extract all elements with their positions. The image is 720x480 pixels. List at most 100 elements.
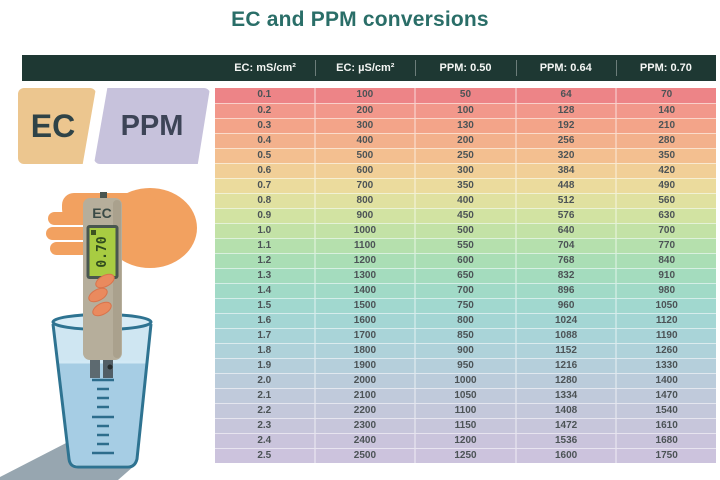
table-cell: 1472 [514, 419, 616, 433]
table-cell: 1300 [313, 269, 415, 283]
table-cell: 2.3 [257, 420, 272, 431]
table-cell: 2.5 [257, 450, 272, 461]
table-row: 1.2 1200 600 768 840 [215, 253, 716, 268]
table-cell: 1190 [615, 329, 716, 343]
table-cell: 1470 [615, 389, 716, 403]
meter-top-notch [100, 192, 107, 202]
table-cell: 420 [615, 164, 716, 178]
table-cell: 300 [414, 164, 515, 178]
table-row: 2.4 2400 1200 1536 1680 [215, 433, 716, 448]
table-cell: 1050 [615, 299, 716, 313]
table-cell: 2300 [313, 419, 415, 433]
table-header-bar: EC: mS/cm² EC: µS/cm² PPM: 0.50 PPM: 0.6… [22, 55, 716, 81]
table-cell: 1024 [514, 314, 616, 328]
conversion-table-body: 0.1 100 50 64 70 0.2 200 100 128 140 0.3 300 130 192 2… [215, 88, 716, 463]
table-cell: 650 [414, 269, 515, 283]
table-cell: 70 [615, 88, 716, 103]
table-cell: 0.8 [257, 195, 272, 206]
table-row: 1.4 1400 700 896 980 [215, 283, 716, 298]
table-cell: 832 [514, 269, 616, 283]
table-cell: 384 [514, 164, 616, 178]
beaker-shadow [0, 441, 134, 480]
table-row: 0.4 400 200 256 280 [215, 133, 716, 148]
table-cell: 950 [414, 359, 515, 373]
beaker-outline [51, 323, 153, 469]
table-cell: 1400 [313, 284, 415, 298]
table-cell: 1100 [414, 404, 515, 418]
table-cell: 0.6 [257, 165, 272, 176]
table-cell: 1.5 [257, 300, 272, 311]
table-cell: 1600 [313, 314, 415, 328]
table-cell: 840 [615, 254, 716, 268]
table-cell: 0.9 [257, 210, 272, 221]
table-cell: 350 [414, 179, 515, 193]
table-cell: 1.9 [257, 360, 272, 371]
table-cell: 50 [414, 88, 515, 103]
table-cell: 350 [615, 149, 716, 163]
table-cell: 1250 [414, 449, 515, 463]
table-cell: 192 [514, 119, 616, 133]
column-header-ec-us: EC: µS/cm² [315, 55, 415, 81]
table-cell: 1.8 [257, 345, 272, 356]
table-cell: 1000 [313, 224, 415, 238]
ec-meter: EC 0.70 [83, 192, 122, 360]
table-row: 1.1 1100 550 704 770 [215, 238, 716, 253]
table-row: 2.1 2100 1050 1334 1470 [215, 388, 716, 403]
table-cell: 704 [514, 239, 616, 253]
table-cell: 1216 [514, 359, 616, 373]
table-cell: 896 [514, 284, 616, 298]
meter-buttons [88, 273, 115, 317]
ppm-badge: PPM [94, 88, 210, 164]
probe-prong-left [90, 355, 100, 378]
table-cell: 2500 [313, 449, 415, 463]
table-row: 0.8 800 400 512 560 [215, 193, 716, 208]
table-cell: 1200 [414, 434, 515, 448]
table-cell: 1334 [514, 389, 616, 403]
table-cell: 2.4 [257, 435, 272, 446]
table-row: 1.6 1600 800 1024 1120 [215, 313, 716, 328]
table-cell: 2.2 [257, 405, 272, 416]
table-cell: 448 [514, 179, 616, 193]
table-cell: 630 [615, 209, 716, 223]
table-cell: 700 [313, 179, 415, 193]
table-cell: 0.1 [257, 89, 272, 100]
table-cell: 980 [615, 284, 716, 298]
table-row: 1.8 1800 900 1152 1260 [215, 343, 716, 358]
table-cell: 1400 [615, 374, 716, 388]
table-cell: 490 [615, 179, 716, 193]
table-cell: 1.2 [257, 255, 272, 266]
beaker-water [58, 362, 146, 465]
table-cell: 1120 [615, 314, 716, 328]
table-cell: 200 [414, 134, 515, 148]
table-cell: 1152 [514, 344, 616, 358]
column-header-ec-ms: EC: mS/cm² [234, 62, 296, 74]
table-row: 0.1 100 50 64 70 [215, 88, 716, 103]
table-cell: 1330 [615, 359, 716, 373]
ec-badge-label: EC [30, 107, 76, 144]
column-header-ppm-070: PPM: 0.70 [615, 55, 716, 81]
table-row: 2.3 2300 1150 1472 1610 [215, 418, 716, 433]
table-cell: 130 [414, 119, 515, 133]
table-cell: 512 [514, 194, 616, 208]
table-cell: 0.3 [257, 120, 272, 131]
table-row: 0.3 300 130 192 210 [215, 118, 716, 133]
table-cell: 1700 [313, 329, 415, 343]
table-cell: 560 [615, 194, 716, 208]
table-cell: 1.3 [257, 270, 272, 281]
table-cell: 1260 [615, 344, 716, 358]
table-cell: 576 [514, 209, 616, 223]
table-cell: 300 [313, 119, 415, 133]
table-cell: 100 [313, 88, 415, 103]
table-row: 2.0 2000 1000 1280 1400 [215, 373, 716, 388]
table-row: 1.5 1500 750 960 1050 [215, 298, 716, 313]
table-cell: 640 [514, 224, 616, 238]
lcd-mode-icon [91, 230, 96, 235]
column-header-ppm-064: PPM: 0.64 [515, 55, 616, 81]
table-cell: 500 [313, 149, 415, 163]
table-cell: 600 [313, 164, 415, 178]
table-row: 2.2 2200 1100 1408 1540 [215, 403, 716, 418]
page-title: EC and PPM conversions [231, 8, 489, 31]
table-row: 0.7 700 350 448 490 [215, 178, 716, 193]
table-cell: 200 [313, 104, 415, 118]
table-cell: 850 [414, 329, 515, 343]
